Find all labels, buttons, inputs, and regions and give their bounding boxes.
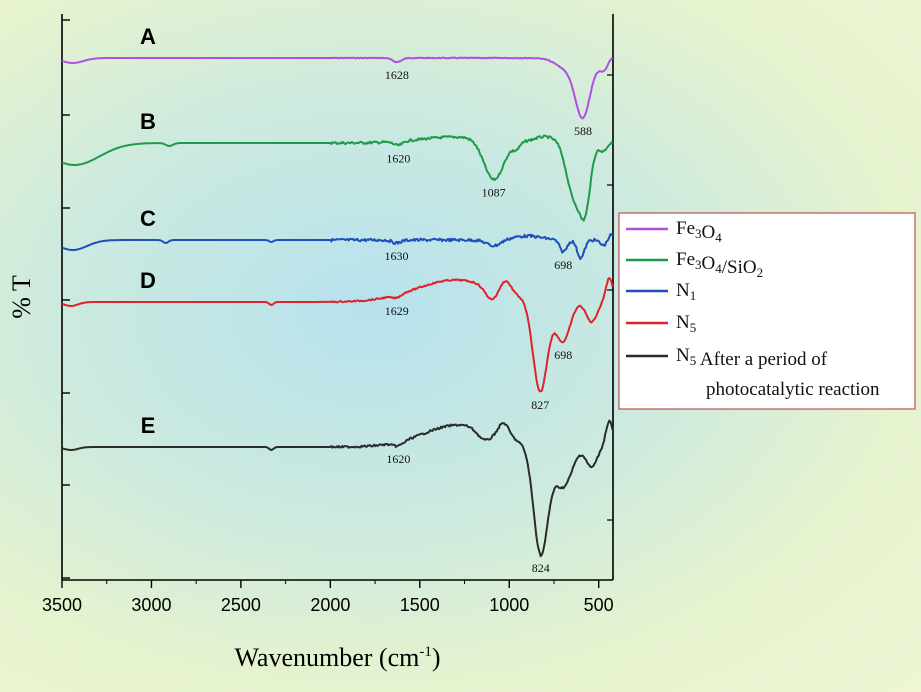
peak-label: 827 [531, 398, 549, 412]
axes: 3500 3000 2500 2000 1500 1000 500 Wavenumber (c… [7, 14, 614, 672]
peak-label: 1620 [386, 452, 410, 466]
curve-letter-a: A [140, 24, 156, 49]
legend-entry-line2: photocatalytic reaction [706, 379, 880, 400]
x-axis-title: Wavenumber (cm-1) [234, 643, 440, 672]
x-tick-label: 2000 [310, 595, 350, 615]
peak-label: 698 [554, 258, 572, 272]
spectrum-b [61, 134, 614, 222]
x-tick-label: 1500 [400, 595, 440, 615]
legend-entry: Fe3O4 [676, 218, 722, 245]
x-tick-label: 2500 [221, 595, 261, 615]
peak-label: 1087 [482, 186, 506, 200]
spectrum-a [61, 56, 614, 120]
curve-letter-e: E [141, 413, 156, 438]
y-axis-title: % T [7, 275, 36, 319]
legend-box [618, 212, 916, 410]
x-tick-label: 500 [584, 595, 614, 615]
peak-label: 698 [554, 348, 572, 362]
peak-label: 1630 [385, 249, 409, 263]
peak-label: 824 [532, 561, 550, 575]
x-tick-label: 3500 [42, 595, 82, 615]
peak-label: 588 [574, 124, 592, 138]
spectrum-d [61, 277, 614, 393]
legend-entry: N1 [676, 280, 696, 303]
peak-label: 1628 [385, 68, 409, 82]
curve-letter-d: D [140, 268, 156, 293]
curve-letter-b: B [140, 109, 156, 134]
legend-entry: Fe3O4/SiO2 [676, 249, 763, 280]
curve-annotations: A 1628 588 B 1620 1087 C 1630 698 D 1629 827 698 E 162… [140, 24, 592, 575]
spectrum-e [61, 419, 614, 558]
curve-letter-c: C [140, 206, 156, 231]
x-tick-label: 3000 [131, 595, 171, 615]
x-tick-label: 1000 [489, 595, 529, 615]
peak-label: 1620 [386, 151, 410, 165]
legend-entry: N5 [676, 312, 696, 335]
spectra-curves [61, 56, 614, 558]
legend-entry: N5 After a period of [676, 345, 828, 370]
peak-label: 1629 [385, 304, 409, 318]
spectrum-c [61, 233, 614, 261]
